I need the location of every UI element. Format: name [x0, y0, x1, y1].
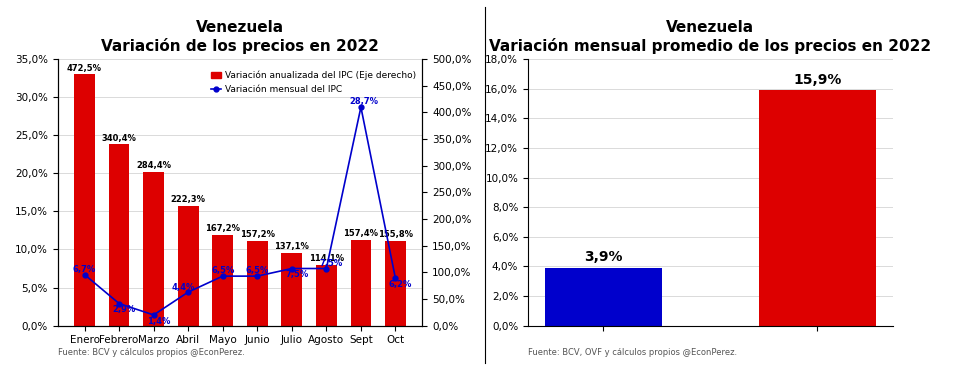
- Bar: [316, 265, 337, 326]
- Bar: [350, 240, 372, 326]
- Title: Venezuela
Variación de los precios en 2022: Venezuela Variación de los precios en 20…: [101, 20, 379, 54]
- Text: Fuente: BCV, OVF y cálculos propios @EconPerez.: Fuente: BCV, OVF y cálculos propios @Eco…: [528, 348, 737, 357]
- Text: 2,9%: 2,9%: [112, 305, 136, 314]
- Bar: [212, 235, 233, 326]
- Text: 155,8%: 155,8%: [378, 230, 413, 239]
- Text: 7,5%: 7,5%: [285, 270, 308, 279]
- Text: 6,5%: 6,5%: [211, 266, 234, 275]
- Text: 114,1%: 114,1%: [309, 254, 344, 263]
- Bar: [178, 206, 199, 326]
- Bar: [281, 253, 302, 326]
- Legend: Variación anualizada del IPC (Eje derecho), Variación mensual del IPC: Variación anualizada del IPC (Eje derech…: [208, 69, 418, 96]
- Bar: [247, 241, 268, 326]
- Text: 3,9%: 3,9%: [585, 250, 623, 264]
- Bar: [143, 172, 164, 326]
- Title: Venezuela
Variación mensual promedio de los precios en 2022: Venezuela Variación mensual promedio de …: [490, 20, 931, 54]
- Text: 167,2%: 167,2%: [205, 224, 240, 233]
- Text: 6,5%: 6,5%: [246, 266, 269, 275]
- Text: 284,4%: 284,4%: [136, 161, 171, 170]
- Bar: [108, 144, 130, 326]
- Text: 7,5%: 7,5%: [320, 259, 343, 269]
- Text: 340,4%: 340,4%: [102, 134, 136, 142]
- Text: 157,2%: 157,2%: [240, 230, 275, 239]
- Bar: [74, 74, 95, 326]
- Text: 28,7%: 28,7%: [349, 97, 379, 105]
- Text: 157,4%: 157,4%: [344, 229, 378, 238]
- Text: 6,2%: 6,2%: [389, 280, 413, 289]
- Text: 222,3%: 222,3%: [171, 195, 205, 204]
- Text: 1,4%: 1,4%: [147, 316, 171, 326]
- Bar: [758, 90, 876, 326]
- Bar: [544, 268, 662, 326]
- Text: 4,4%: 4,4%: [171, 283, 195, 292]
- Bar: [385, 241, 406, 326]
- Text: Fuente: BCV y cálculos propios @EconPerez.: Fuente: BCV y cálculos propios @EconPere…: [58, 348, 245, 357]
- Text: 15,9%: 15,9%: [793, 73, 842, 87]
- Text: 137,1%: 137,1%: [275, 242, 309, 251]
- Text: 472,5%: 472,5%: [67, 64, 102, 73]
- Text: 6,7%: 6,7%: [73, 265, 96, 274]
